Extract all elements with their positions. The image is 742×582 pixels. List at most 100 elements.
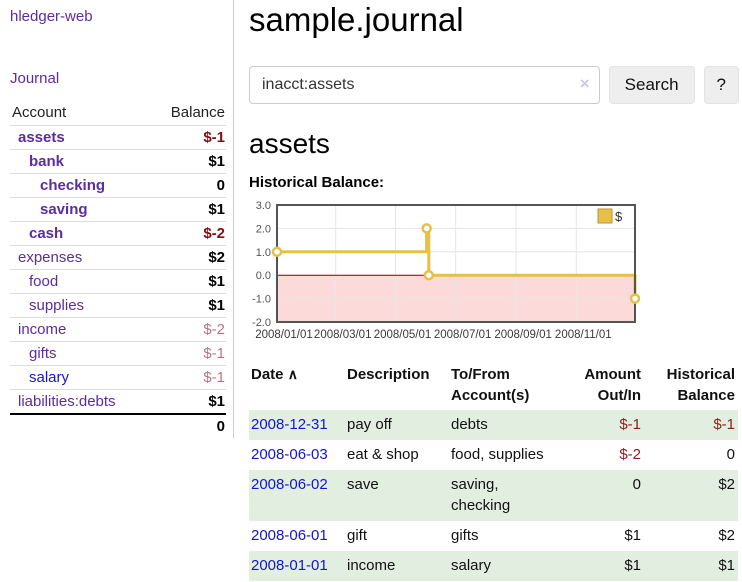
account-row: food $1 [10, 269, 226, 294]
account-link[interactable]: food [29, 273, 59, 290]
register-col-balance: Historical Balance [666, 366, 735, 404]
svg-text:2008/11/01: 2008/11/01 [555, 329, 612, 341]
help-button[interactable]: ? [703, 66, 739, 105]
transaction-date-link[interactable]: 2008-12-31 [251, 415, 328, 433]
account-balance: $-2 [150, 317, 226, 342]
svg-text:2008/09/01: 2008/09/01 [494, 329, 552, 341]
accounts-body: assets $-1 bank $1 checking 0 saving $1 cash $-2 e… [10, 125, 226, 415]
sidebar-item-journal[interactable]: Journal [10, 70, 60, 87]
sidebar: hledger-web Journal Account Balance asse… [0, 0, 233, 438]
chart-container: 3.0 2.0 1.0 0.0 -1.0 -2.0 2008/01/01 2008/03/01… [249, 199, 739, 347]
accounts-col-account: Account [10, 101, 151, 126]
svg-text:2008/01/01: 2008/01/01 [255, 329, 313, 341]
account-balance: $-1 [150, 365, 226, 390]
transaction-description: income [347, 557, 396, 575]
account-row: saving $1 [10, 197, 226, 222]
accounts-total-value: 0 [150, 413, 226, 438]
svg-text:-2.0: -2.0 [252, 317, 271, 329]
transaction-balance: 0 [726, 446, 735, 464]
page-title: sample.journal [249, 1, 464, 38]
svg-text:2008/05/01: 2008/05/01 [374, 329, 432, 341]
transaction-description: gift [347, 526, 368, 544]
account-row: cash $-2 [10, 221, 226, 246]
transaction-date-link[interactable]: 2008-06-01 [251, 526, 328, 544]
register-col-amount: Amount Out/In [584, 366, 641, 404]
account-row: supplies $1 [10, 293, 226, 318]
account-link[interactable]: supplies [29, 297, 85, 314]
main-content: sample.journal × Search ? assets Histori… [249, 0, 739, 582]
search-button[interactable]: Search [608, 66, 695, 105]
chart-heading: Historical Balance: [249, 174, 385, 192]
svg-text:2.0: 2.0 [256, 224, 271, 236]
svg-text:2008/07/01: 2008/07/01 [434, 329, 492, 341]
transaction-date-link[interactable]: 2008-01-01 [251, 557, 328, 575]
register-col-description: Description [347, 366, 430, 384]
account-balance: $1 [150, 149, 226, 174]
account-link[interactable]: liabilities:debts [18, 393, 116, 410]
svg-text:2008/03/01: 2008/03/01 [314, 329, 372, 341]
transaction-amount: $1 [624, 526, 641, 544]
svg-text:-1.0: -1.0 [252, 294, 271, 306]
account-link[interactable]: checking [40, 177, 106, 194]
account-link[interactable]: salary [29, 369, 70, 386]
search-form: × Search ? [249, 66, 739, 105]
account-balance: $-1 [150, 341, 226, 366]
sort-ascending-icon: ∧ [287, 366, 298, 383]
account-link[interactable]: cash [29, 225, 64, 242]
transaction-description: save [347, 476, 379, 494]
account-balance: $1 [150, 197, 226, 222]
transaction-accounts: gifts [451, 526, 479, 544]
transaction-amount: 0 [632, 476, 641, 494]
account-row: liabilities:debts $1 [10, 389, 226, 415]
transaction-amount: $-2 [619, 446, 641, 464]
legend-swatch [597, 208, 613, 224]
transaction-row: 2008-06-02 save saving, checking 0 $2 [249, 470, 738, 521]
clear-search-icon[interactable]: × [579, 74, 590, 94]
account-balance: $1 [150, 293, 226, 318]
account-row: assets $-1 [10, 125, 226, 150]
account-link[interactable]: bank [29, 153, 65, 170]
transaction-row: 2008-06-01 gift gifts $1 $2 [249, 521, 738, 551]
account-row: income $-2 [10, 317, 226, 342]
legend-label: $ [615, 209, 623, 224]
account-link[interactable]: assets [18, 129, 65, 146]
register-body: 2008-12-31 pay off debts $-1 $-1 2008-06-03 ea… [249, 409, 738, 582]
sidebar-divider [233, 0, 234, 438]
account-balance: 0 [150, 173, 226, 198]
account-link[interactable]: saving [40, 201, 88, 218]
account-balance: $-2 [150, 221, 226, 246]
accounts-table: Account Balance assets $-1 bank $1 checking 0… [10, 101, 226, 438]
account-balance: $1 [150, 269, 226, 294]
account-link[interactable]: income [18, 321, 67, 338]
svg-text:1.0: 1.0 [256, 247, 271, 259]
account-row: checking 0 [10, 173, 226, 198]
account-balance: $1 [150, 389, 226, 415]
account-row: expenses $2 [10, 245, 226, 270]
transaction-balance: $2 [718, 476, 735, 494]
svg-text:0.0: 0.0 [256, 270, 271, 282]
transaction-balance: $1 [718, 557, 735, 575]
svg-text:3.0: 3.0 [256, 200, 271, 212]
transaction-row: 2008-12-31 pay off debts $-1 $-1 [249, 409, 738, 441]
transaction-balance: $2 [718, 526, 735, 544]
transaction-amount: $-1 [619, 415, 641, 433]
transaction-description: eat & shop [347, 446, 419, 464]
accounts-col-balance: Balance [150, 101, 226, 126]
app-brand-link[interactable]: hledger-web [10, 8, 93, 25]
transaction-balance: $-1 [713, 415, 735, 433]
account-balance: $-1 [150, 125, 226, 150]
register-table: Date ∧ Description To/From Account(s) Am… [249, 362, 738, 582]
register-header-row: Date ∧ Description To/From Account(s) Am… [249, 362, 738, 410]
transaction-description: pay off [347, 415, 392, 433]
search-input[interactable] [249, 66, 600, 105]
transaction-accounts: saving, checking [451, 476, 511, 514]
account-row: gifts $-1 [10, 341, 226, 366]
transaction-amount: $1 [624, 557, 641, 575]
register-col-date[interactable]: Date ∧ [251, 366, 298, 384]
transaction-date-link[interactable]: 2008-06-03 [251, 446, 328, 464]
account-link[interactable]: expenses [18, 249, 83, 266]
account-link[interactable]: gifts [29, 345, 57, 362]
transaction-date-link[interactable]: 2008-06-02 [251, 476, 328, 494]
account-row: salary $-1 [10, 365, 226, 390]
